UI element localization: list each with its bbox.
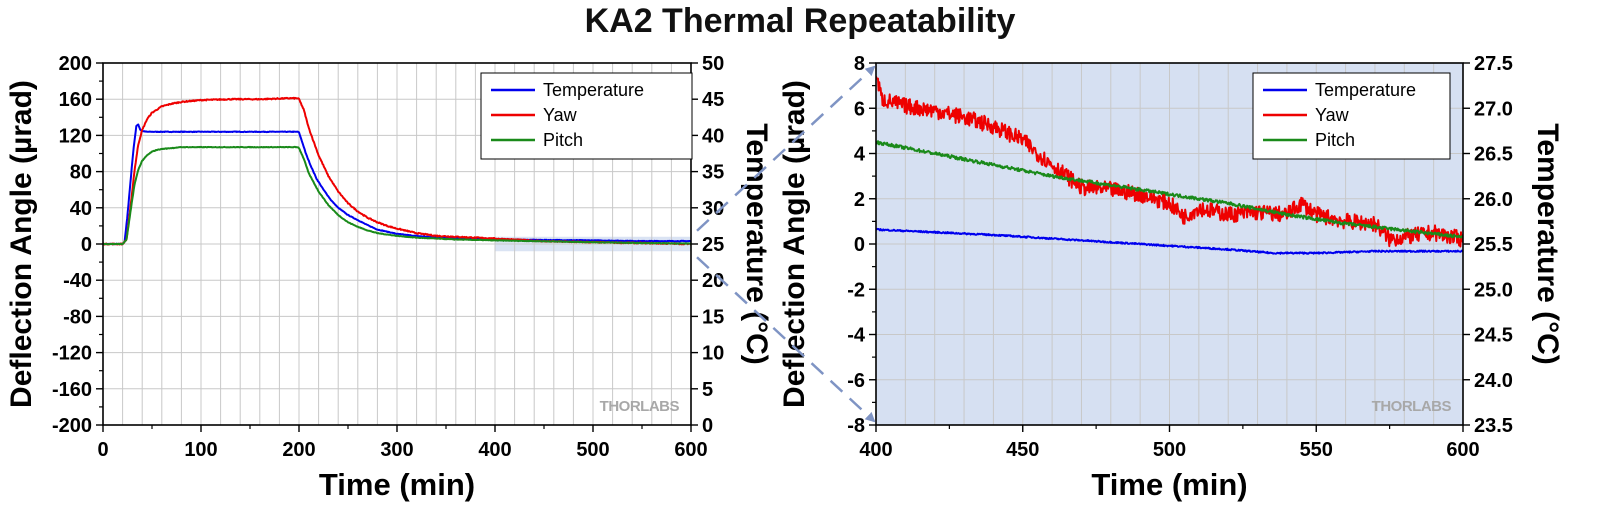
y2-tick-label: 5 xyxy=(702,379,713,401)
y-tick-label: 2 xyxy=(854,189,865,211)
series-line-pitch xyxy=(876,140,1463,239)
thorlabs-watermark: THORLABS xyxy=(600,398,680,415)
zoom-connector-top xyxy=(696,65,876,232)
legend-label-pitch: Pitch xyxy=(1315,130,1355,150)
y2-tick-label: 50 xyxy=(702,53,724,75)
series-line-temperature xyxy=(876,227,1463,255)
y-tick-label: 8 xyxy=(854,53,865,75)
y2-tick-label: 23.5 xyxy=(1474,415,1513,437)
legend-label-yaw: Yaw xyxy=(543,105,578,125)
y2-tick-label: 45 xyxy=(702,89,724,111)
series-line-yaw xyxy=(876,76,1463,248)
y-tick-label: 80 xyxy=(70,162,92,184)
x-tick-label: 200 xyxy=(282,439,315,461)
legend-label-pitch: Pitch xyxy=(543,130,583,150)
chart-panel-1: 0 100 200 300 400 500 600-200-160-120-80-40040… xyxy=(5,53,773,502)
y-tick-label: 40 xyxy=(70,198,92,220)
y2-tick-label: 26.5 xyxy=(1474,144,1513,166)
x-tick-label: 300 xyxy=(380,439,413,461)
x-axis-title: Time (min) xyxy=(1091,467,1247,502)
y2-tick-label: 25.0 xyxy=(1474,279,1513,301)
series-line-pitch xyxy=(103,145,691,246)
y2-tick-label: 26.0 xyxy=(1474,189,1513,211)
y-tick-label: -80 xyxy=(63,306,92,328)
legend-label-temperature: Temperature xyxy=(543,80,644,100)
x-tick-label: 0 xyxy=(97,439,108,461)
zoom-connector-bottom xyxy=(696,256,876,423)
y-tick-label: 120 xyxy=(59,125,92,147)
y2-tick-label: 15 xyxy=(702,306,724,328)
x-tick-label: 450 xyxy=(1006,439,1039,461)
thorlabs-watermark: THORLABS xyxy=(1372,398,1452,415)
x-tick-label: 500 xyxy=(576,439,609,461)
x-tick-label: 100 xyxy=(184,439,217,461)
y2-tick-label: 24.0 xyxy=(1474,370,1513,392)
y-tick-label: -2 xyxy=(847,279,865,301)
y2-axis-title: Temperature (°C) xyxy=(740,123,773,364)
y-tick-label: 4 xyxy=(854,144,866,166)
series-group xyxy=(876,76,1463,255)
y-tick-label: 6 xyxy=(854,98,865,120)
legend: Temperature Yaw Pitch xyxy=(480,72,693,160)
y-tick-label: -6 xyxy=(847,370,865,392)
x-tick-label: 550 xyxy=(1300,439,1333,461)
x-tick-label: 600 xyxy=(1446,439,1479,461)
y2-tick-label: 35 xyxy=(702,162,724,184)
x-tick-label: 400 xyxy=(859,439,892,461)
y-axis-title: Deflection Angle (µrad) xyxy=(5,80,38,408)
y-tick-label: -4 xyxy=(847,325,866,347)
y-tick-label: -200 xyxy=(52,415,92,437)
x-tick-label: 400 xyxy=(478,439,511,461)
y2-tick-label: 20 xyxy=(702,270,724,292)
chart-panel-2: 400 450 500 550 600 -8 -6 -4 -2 0 2 4 6 8 23.5 24.0 24.5… xyxy=(778,53,1564,502)
y2-tick-label: 40 xyxy=(702,125,724,147)
x-tick-label: 600 xyxy=(674,439,707,461)
x-tick-label: 500 xyxy=(1153,439,1186,461)
legend-label-temperature: Temperature xyxy=(1315,80,1416,100)
y2-axis-title: Temperature (°C) xyxy=(1531,123,1564,364)
y-tick-label: -160 xyxy=(52,379,92,401)
y2-tick-label: 25.5 xyxy=(1474,234,1513,256)
y2-tick-label: 24.5 xyxy=(1474,325,1513,347)
y-tick-label: 0 xyxy=(854,234,865,256)
y2-tick-label: 27.0 xyxy=(1474,98,1513,120)
legend-label-yaw: Yaw xyxy=(1315,105,1350,125)
series-group xyxy=(103,96,691,246)
y2-tick-label: 0 xyxy=(702,415,713,437)
figure-title: KA2 Thermal Repeatability xyxy=(584,2,1016,40)
y-tick-label: -40 xyxy=(63,270,92,292)
legend: Temperature Yaw Pitch xyxy=(1252,72,1451,160)
y2-tick-label: 30 xyxy=(702,198,724,220)
y-tick-label: 200 xyxy=(59,53,92,75)
y2-tick-label: 10 xyxy=(702,343,724,365)
y-tick-label: -8 xyxy=(847,415,865,437)
series-line-temperature xyxy=(103,123,691,246)
x-axis-title: Time (min) xyxy=(319,467,475,502)
y-tick-label: 160 xyxy=(59,89,92,111)
y-tick-label: 0 xyxy=(81,234,92,256)
y-axis-title: Deflection Angle (µrad) xyxy=(778,80,811,408)
zoom-connectors xyxy=(696,65,876,423)
y2-tick-label: 25 xyxy=(702,234,724,256)
y-tick-label: -120 xyxy=(52,343,92,365)
y2-tick-label: 27.5 xyxy=(1474,53,1513,75)
